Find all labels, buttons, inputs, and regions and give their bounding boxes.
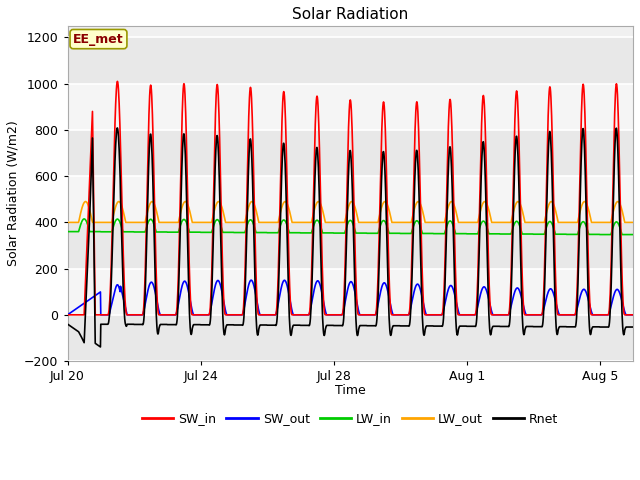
Bar bbox=[67, 315, 633, 361]
Bar bbox=[67, 84, 633, 130]
Title: Solar Radiation: Solar Radiation bbox=[292, 7, 408, 22]
Bar bbox=[67, 222, 633, 269]
X-axis label: Time: Time bbox=[335, 384, 365, 397]
Bar bbox=[67, 269, 633, 315]
Legend: SW_in, SW_out, LW_in, LW_out, Rnet: SW_in, SW_out, LW_in, LW_out, Rnet bbox=[137, 408, 563, 431]
Y-axis label: Solar Radiation (W/m2): Solar Radiation (W/m2) bbox=[7, 120, 20, 266]
Text: EE_met: EE_met bbox=[73, 33, 124, 46]
Bar bbox=[67, 130, 633, 176]
Bar bbox=[67, 176, 633, 222]
Bar bbox=[67, 37, 633, 84]
